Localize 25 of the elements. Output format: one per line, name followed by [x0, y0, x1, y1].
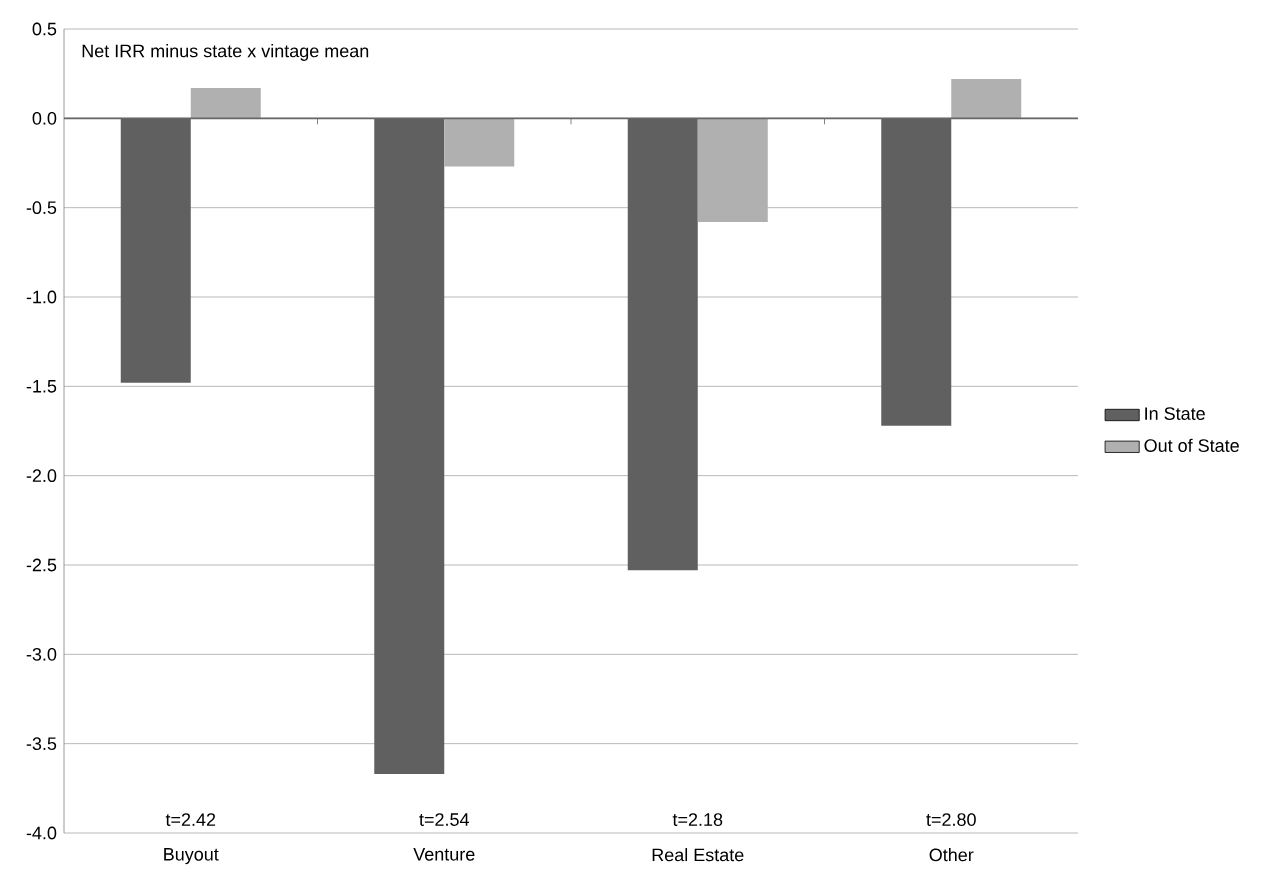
x-tick-label: Real Estate [652, 848, 744, 862]
y-tick-label: 0.5 [32, 22, 57, 36]
bar [444, 118, 515, 167]
y-tick-label: -2.5 [26, 558, 57, 572]
x-tick-label: Buyout [164, 848, 219, 865]
bar [951, 79, 1022, 119]
y-tick-label: -1.5 [26, 380, 57, 393]
annotation: t=2.80 [926, 813, 976, 826]
y-tick-label: -1.0 [26, 290, 57, 304]
y-tick-label: 0.0 [32, 111, 57, 125]
annotation: t=2.42 [165, 813, 216, 826]
y-tick-label: -4.0 [26, 826, 57, 840]
y-tick-label: -0.5 [26, 201, 57, 215]
y-tick-label: -3.5 [26, 737, 57, 751]
x-tick-label: Venture [413, 848, 475, 861]
bar [697, 118, 768, 222]
bar [190, 87, 261, 119]
x-tick-label: Other [929, 848, 974, 862]
annotation: t=2.18 [672, 813, 723, 826]
annotation: t=2.54 [419, 813, 469, 826]
legend-label: Out of State [1144, 438, 1239, 452]
y-tick-label: -2.0 [26, 469, 57, 483]
y-tick-label: -3.0 [26, 647, 57, 661]
legend-label: In State [1145, 407, 1205, 420]
text: Net IRR minus state x vintage mean [82, 44, 369, 61]
